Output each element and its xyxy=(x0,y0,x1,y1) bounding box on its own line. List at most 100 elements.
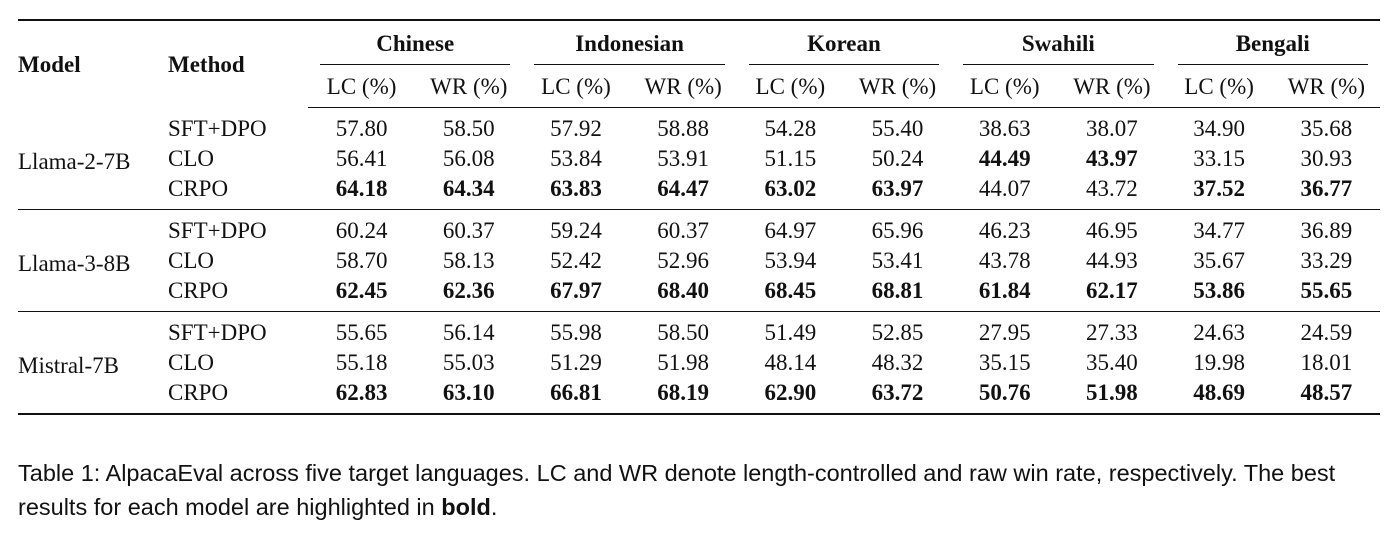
value-cell: 53.86 xyxy=(1165,276,1273,312)
method-cell: SFT+DPO xyxy=(168,115,267,141)
value-cell: 64.97 xyxy=(764,218,817,243)
value-cell: 58.70 xyxy=(335,248,388,273)
header-language: Bengali xyxy=(1165,19,1380,65)
value-cell: 58.13 xyxy=(442,248,495,273)
table-row: CRPO 64.18 64.34 63.83 64.47 63.02 63.97 44.07 4… xyxy=(18,174,1380,210)
model-name-cell: Llama-3-8B xyxy=(18,209,168,312)
value-cell: 48.32 xyxy=(871,350,924,375)
value-cell: 50.76 xyxy=(951,378,1059,415)
language-label: Bengali xyxy=(1235,30,1310,56)
value-cell: 52.85 xyxy=(871,320,924,345)
value-cell: 38.63 xyxy=(978,116,1031,141)
value-cell: 66.81 xyxy=(522,378,630,415)
header-wr: WR (%) xyxy=(415,65,523,108)
method-cell: CRPO xyxy=(168,276,308,312)
value-cell: 57.92 xyxy=(550,116,602,141)
value-cell: 68.19 xyxy=(629,378,737,415)
table-row: CLO 56.41 56.08 53.84 53.91 51.15 50.24 44.49 43… xyxy=(18,143,1380,174)
table-row: Mistral-7B SFT+DPO 55.65 56.14 55.98 58.50 51.… xyxy=(18,311,1380,415)
value-cell: 33.29 xyxy=(1300,248,1353,273)
value-cell: 34.90 xyxy=(1193,116,1245,141)
table-body: Llama-2-7B SFT+DPO 57.80 58.50 57.92 58.88 54.… xyxy=(18,107,1380,415)
value-cell: 43.72 xyxy=(1058,174,1166,210)
value-cell: 56.08 xyxy=(442,146,495,171)
header-language: Swahili xyxy=(951,19,1166,65)
table-row: CRPO 62.45 62.36 67.97 68.40 68.45 68.81 61.84 6… xyxy=(18,276,1380,312)
value-cell: 51.29 xyxy=(550,350,602,375)
table-caption: Table 1: AlpacaEval across five target l… xyxy=(18,456,1388,524)
table-row: CRPO 62.83 63.10 66.81 68.19 62.90 63.72 50.76 5… xyxy=(18,378,1380,415)
value-cell: 60.37 xyxy=(442,218,495,243)
table-row: CLO 55.18 55.03 51.29 51.98 48.14 48.32 35.15 35… xyxy=(18,347,1380,378)
model-name-cell: Mistral-7B xyxy=(18,311,168,415)
value-cell: 43.97 xyxy=(1086,146,1138,171)
value-cell: 34.77 xyxy=(1193,218,1245,243)
value-cell: 27.33 xyxy=(1086,320,1138,345)
value-cell: 58.50 xyxy=(657,320,710,345)
header-model: Model xyxy=(18,19,168,108)
value-cell: 53.84 xyxy=(550,146,602,171)
value-cell: 33.15 xyxy=(1193,146,1245,171)
value-cell: 35.40 xyxy=(1086,350,1138,375)
language-label: Indonesian xyxy=(575,30,684,56)
value-cell: 51.49 xyxy=(764,320,817,345)
value-cell: 55.65 xyxy=(1272,276,1380,312)
value-cell: 64.47 xyxy=(629,174,737,210)
value-cell: 62.17 xyxy=(1058,276,1166,312)
value-cell: 46.95 xyxy=(1086,218,1138,243)
value-cell: 68.45 xyxy=(736,276,844,312)
value-cell: 35.68 xyxy=(1300,116,1353,141)
value-cell: 27.95 xyxy=(978,320,1031,345)
language-label: Chinese xyxy=(376,30,455,56)
value-cell: 55.40 xyxy=(871,116,924,141)
value-cell: 35.67 xyxy=(1193,248,1245,273)
value-cell: 65.96 xyxy=(871,218,924,243)
table-header: Model Method Chinese Indonesian Korean S… xyxy=(18,19,1380,108)
value-cell: 55.98 xyxy=(550,320,602,345)
header-wr: WR (%) xyxy=(1272,65,1380,108)
value-cell: 55.65 xyxy=(335,320,388,345)
value-cell: 37.52 xyxy=(1165,174,1273,210)
header-wr: WR (%) xyxy=(629,65,737,108)
value-cell: 53.91 xyxy=(657,146,710,171)
value-cell: 44.49 xyxy=(978,146,1031,171)
value-cell: 52.96 xyxy=(657,248,710,273)
value-cell: 46.23 xyxy=(978,218,1031,243)
value-cell: 55.03 xyxy=(442,350,495,375)
value-cell: 62.45 xyxy=(308,276,416,312)
value-cell: 50.24 xyxy=(871,146,924,171)
value-cell: 62.83 xyxy=(308,378,416,415)
value-cell: 56.14 xyxy=(442,320,495,345)
header-lc: LC (%) xyxy=(1165,65,1273,108)
header-wr: WR (%) xyxy=(1058,65,1166,108)
value-cell: 24.59 xyxy=(1300,320,1353,345)
language-label: Swahili xyxy=(1021,30,1095,56)
table-row: Llama-2-7B SFT+DPO 57.80 58.50 57.92 58.88 54.… xyxy=(18,107,1380,210)
header-row-languages: Model Method Chinese Indonesian Korean S… xyxy=(18,19,1380,108)
value-cell: 51.98 xyxy=(657,350,710,375)
value-cell: 63.02 xyxy=(736,174,844,210)
value-cell: 57.80 xyxy=(335,116,388,141)
value-cell: 54.28 xyxy=(764,116,817,141)
value-cell: 58.88 xyxy=(657,116,710,141)
value-cell: 53.94 xyxy=(764,248,817,273)
value-cell: 60.24 xyxy=(335,218,388,243)
value-cell: 30.93 xyxy=(1300,146,1353,171)
value-cell: 63.10 xyxy=(415,378,523,415)
value-cell: 19.98 xyxy=(1193,350,1245,375)
value-cell: 63.83 xyxy=(522,174,630,210)
header-method: Method xyxy=(168,19,308,108)
value-cell: 60.37 xyxy=(657,218,710,243)
value-cell: 61.84 xyxy=(951,276,1059,312)
value-cell: 43.78 xyxy=(978,248,1031,273)
value-cell: 63.97 xyxy=(843,174,952,210)
value-cell: 62.90 xyxy=(736,378,844,415)
caption-period: . xyxy=(490,494,498,520)
value-cell: 18.01 xyxy=(1300,350,1353,375)
value-cell: 51.98 xyxy=(1058,378,1166,415)
header-language: Indonesian xyxy=(522,19,737,65)
method-cell: SFT+DPO xyxy=(168,218,267,243)
value-cell: 44.07 xyxy=(951,174,1059,210)
results-table-container: Model Method Chinese Indonesian Korean S… xyxy=(18,19,1380,415)
value-cell: 68.81 xyxy=(843,276,952,312)
